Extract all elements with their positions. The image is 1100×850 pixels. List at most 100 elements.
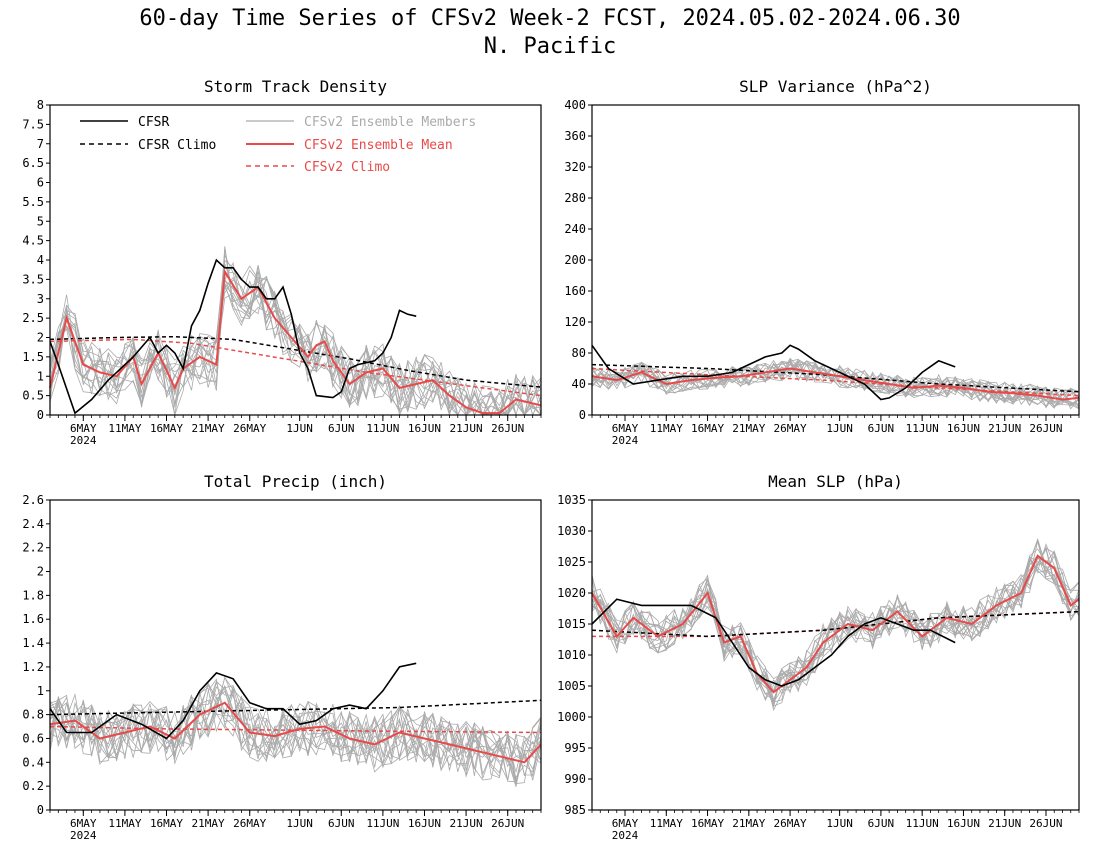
ensemble-member-line bbox=[591, 560, 1080, 694]
panel-2: SLP Variance (hPa^2) 0 40 80 120 160 200 240 280… bbox=[564, 77, 1080, 447]
y-tick-label: 320 bbox=[564, 160, 586, 174]
y-tick-label: 1015 bbox=[557, 617, 586, 631]
series-cfsr-climo bbox=[49, 699, 542, 716]
x-tick-label: 6JUN bbox=[328, 422, 355, 435]
legend: CFSR CFSR Climo CFSv2 Ensemble Members CFSv… bbox=[80, 115, 476, 175]
y-tick-label: 0 bbox=[37, 408, 44, 422]
y-tick-label: 2.4 bbox=[22, 517, 44, 531]
y-tick-label: 1.8 bbox=[22, 588, 44, 602]
legend-label: CFSv2 Ensemble Members bbox=[304, 115, 476, 130]
y-tick-label: 1010 bbox=[557, 648, 586, 662]
x-tick-label: 16MAY bbox=[691, 817, 724, 830]
ensemble-member-line bbox=[591, 546, 1080, 701]
y-tick-label: 0.8 bbox=[22, 708, 44, 722]
ensemble-member-line bbox=[49, 261, 542, 417]
panel-title: Mean SLP (hPa) bbox=[768, 472, 903, 491]
panel-title: SLP Variance (hPa^2) bbox=[739, 77, 932, 96]
x-tick-year-label: 2024 bbox=[612, 434, 639, 447]
y-tick-label: 5 bbox=[37, 214, 44, 228]
x-tick-label: 11JUN bbox=[366, 422, 399, 435]
x-tick-label: 21JUN bbox=[988, 817, 1021, 830]
x-tick-label: 6MAY bbox=[612, 422, 639, 435]
series-cfsr bbox=[49, 258, 417, 415]
y-tick-label: 7 bbox=[37, 137, 44, 151]
series-cfsr-climo bbox=[591, 610, 1080, 638]
series-cfsr bbox=[49, 662, 417, 740]
ensemble-member-line bbox=[49, 265, 542, 416]
y-tick-label: 2 bbox=[37, 331, 44, 345]
y-tick-label: 400 bbox=[564, 98, 586, 112]
y-tick-label: 120 bbox=[564, 315, 586, 329]
x-tick-label: 11MAY bbox=[650, 817, 683, 830]
series-cfsv2-ensemble-mean bbox=[49, 701, 542, 764]
panel-title: Total Precip (inch) bbox=[204, 472, 387, 491]
y-tick-label: 0 bbox=[37, 803, 44, 817]
y-tick-label: 4 bbox=[37, 253, 44, 267]
y-tick-label: 1.5 bbox=[22, 350, 44, 364]
ensemble-member-line bbox=[591, 357, 1080, 408]
x-tick-label: 6MAY bbox=[70, 817, 97, 830]
x-tick-label: 16MAY bbox=[150, 422, 183, 435]
series-cfsv2-ensemble-mean bbox=[591, 554, 1080, 694]
ensemble-member-line bbox=[49, 690, 542, 781]
ensemble-member-line bbox=[49, 675, 542, 773]
x-tick-label: 26JUN bbox=[1029, 422, 1062, 435]
y-tick-label: 0.5 bbox=[22, 389, 44, 403]
y-tick-label: 1030 bbox=[557, 524, 586, 538]
x-tick-label: 26MAY bbox=[233, 817, 266, 830]
x-tick-label: 1JUN bbox=[286, 817, 313, 830]
y-tick-label: 0.6 bbox=[22, 731, 44, 745]
legend-label: CFSv2 Climo bbox=[304, 160, 390, 175]
y-tick-label: 990 bbox=[564, 772, 586, 786]
y-tick-label: 40 bbox=[572, 377, 586, 391]
x-tick-label: 1JUN bbox=[286, 422, 313, 435]
y-tick-label: 5.5 bbox=[22, 195, 44, 209]
x-tick-label: 11JUN bbox=[906, 422, 939, 435]
y-tick-label: 1000 bbox=[557, 710, 586, 724]
panel-4: Mean SLP (hPa) 985 990 995 1000 1005 1010 1015 1… bbox=[557, 472, 1080, 842]
x-tick-label: 21MAY bbox=[192, 817, 225, 830]
x-tick-label: 11JUN bbox=[366, 817, 399, 830]
ensemble-member-line bbox=[591, 541, 1080, 704]
x-tick-label: 6JUN bbox=[328, 817, 355, 830]
x-tick-label: 11MAY bbox=[650, 422, 683, 435]
y-tick-label: 1.6 bbox=[22, 612, 44, 626]
x-tick-label: 21JUN bbox=[450, 422, 483, 435]
x-tick-label: 11MAY bbox=[108, 422, 141, 435]
x-tick-label: 11JUN bbox=[906, 817, 939, 830]
ensemble-member-line bbox=[49, 687, 542, 786]
figure-title: 60-day Time Series of CFSv2 Week-2 FCST,… bbox=[139, 6, 961, 31]
x-tick-year-label: 2024 bbox=[70, 434, 97, 447]
x-tick-year-label: 2024 bbox=[70, 829, 97, 842]
x-tick-label: 6MAY bbox=[70, 422, 97, 435]
y-tick-label: 0.2 bbox=[22, 779, 44, 793]
x-tick-label: 6MAY bbox=[612, 817, 639, 830]
y-tick-label: 3 bbox=[37, 292, 44, 306]
plot-frame bbox=[591, 104, 1080, 416]
y-tick-label: 240 bbox=[564, 222, 586, 236]
ensemble-member-line bbox=[591, 543, 1080, 695]
ensemble-member-line bbox=[49, 271, 542, 417]
series-cfsr-climo bbox=[49, 335, 542, 388]
x-tick-label: 21JUN bbox=[988, 422, 1021, 435]
x-tick-label: 21JUN bbox=[450, 817, 483, 830]
x-tick-label: 16JUN bbox=[408, 422, 441, 435]
x-tick-label: 26MAY bbox=[774, 817, 807, 830]
y-tick-label: 200 bbox=[564, 253, 586, 267]
x-tick-label: 16JUN bbox=[947, 422, 980, 435]
y-tick-label: 0 bbox=[579, 408, 586, 422]
ensemble-member-line bbox=[49, 683, 542, 785]
x-tick-label: 21MAY bbox=[192, 422, 225, 435]
y-tick-label: 160 bbox=[564, 284, 586, 298]
x-tick-label: 16MAY bbox=[150, 817, 183, 830]
x-tick-label: 6JUN bbox=[868, 422, 895, 435]
x-tick-label: 26JUN bbox=[491, 817, 524, 830]
x-tick-label: 26JUN bbox=[1029, 817, 1062, 830]
y-tick-label: 7.5 bbox=[22, 117, 44, 131]
y-tick-label: 2.2 bbox=[22, 541, 44, 555]
x-tick-label: 26MAY bbox=[233, 422, 266, 435]
y-tick-label: 1.4 bbox=[22, 636, 44, 650]
y-tick-label: 0.4 bbox=[22, 755, 44, 769]
y-tick-label: 1020 bbox=[557, 586, 586, 600]
